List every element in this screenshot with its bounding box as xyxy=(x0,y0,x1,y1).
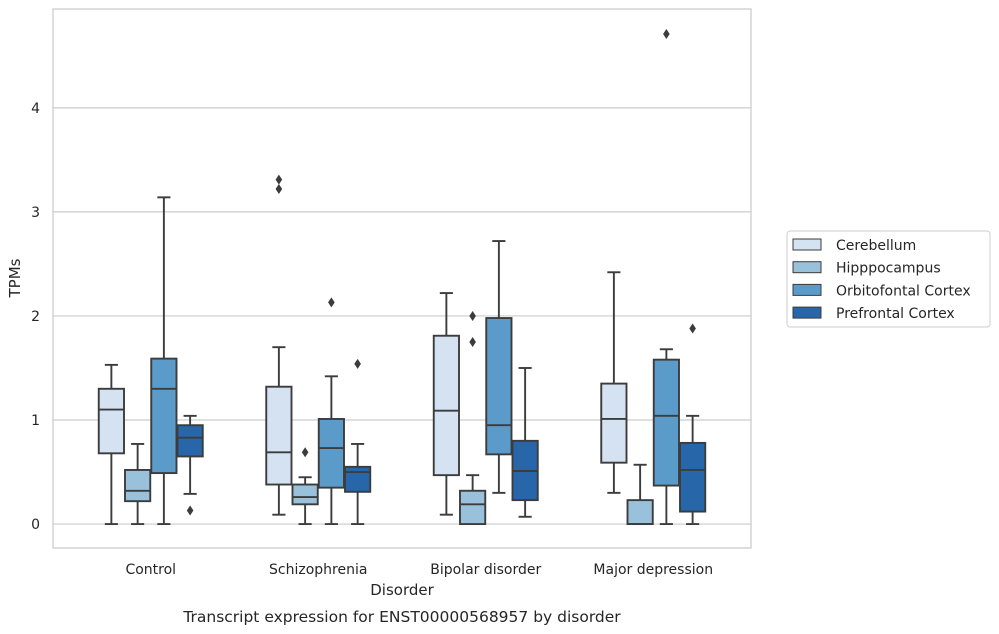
y-tick-label: 3 xyxy=(31,205,40,221)
legend-swatch xyxy=(792,306,822,319)
box-iqr xyxy=(150,357,178,475)
box-iqr xyxy=(600,382,628,464)
box-iqr xyxy=(626,499,654,526)
y-axis-title: TPMs xyxy=(6,258,24,298)
box-iqr xyxy=(432,334,460,477)
box-iqr xyxy=(291,483,319,506)
x-tick-label: Bipolar disorder xyxy=(430,562,541,578)
legend-items: Cerebellum Hipppocampus Orbitofontal Corte… xyxy=(792,238,971,322)
outlier-point xyxy=(689,323,696,334)
chart-caption: Transcript expression for ENST0000056895… xyxy=(182,608,621,626)
series-3 xyxy=(176,323,707,526)
y-tick-label: 4 xyxy=(31,101,40,117)
legend-swatch xyxy=(792,261,822,274)
outlier-point xyxy=(275,184,283,195)
x-tick-label: Major depression xyxy=(593,562,713,578)
x-tick-label: Schizophrenia xyxy=(269,562,367,578)
box-iqr xyxy=(317,418,345,489)
outlier-point xyxy=(328,297,335,308)
x-tick-label: Control xyxy=(125,562,176,578)
y-axis-ticks: 0 1 2 3 4 xyxy=(31,101,40,533)
box-iqr xyxy=(459,489,487,526)
legend-swatch xyxy=(792,238,822,251)
box-series xyxy=(97,28,707,526)
legend-label: Cerebellum xyxy=(836,238,916,254)
y-tick-label: 0 xyxy=(31,517,40,533)
y-tick-label: 1 xyxy=(31,413,40,429)
series-2 xyxy=(150,28,680,526)
x-axis-title: Disorder xyxy=(370,581,434,599)
legend-frame xyxy=(786,230,991,328)
box-iqr xyxy=(124,469,152,503)
outlier-point xyxy=(663,28,670,39)
plot-area-frame xyxy=(52,8,752,549)
legend-label: Orbitofontal Cortex xyxy=(836,283,971,299)
series-1 xyxy=(124,310,654,526)
legend-swatch xyxy=(792,283,822,296)
box-iqr xyxy=(679,441,707,513)
box-iqr xyxy=(97,387,125,455)
box-iqr xyxy=(344,465,372,493)
outlier-point xyxy=(469,310,476,321)
outlier-point xyxy=(354,358,361,369)
box-iqr xyxy=(176,424,204,458)
box-iqr xyxy=(652,358,680,487)
legend: Cerebellum Hipppocampus Orbitofontal Corte… xyxy=(786,230,991,328)
outlier-point xyxy=(275,174,283,185)
outlier-point xyxy=(301,447,309,458)
outlier-point xyxy=(469,336,476,347)
box-iqr xyxy=(265,385,293,486)
box-iqr xyxy=(485,317,513,456)
legend-label: Hipppocampus xyxy=(836,261,941,277)
series-0 xyxy=(97,174,628,526)
y-tick-label: 2 xyxy=(31,309,40,325)
x-axis-ticks: Control Schizophrenia Bipolar disorder Majo… xyxy=(125,562,713,578)
legend-label: Prefrontal Cortex xyxy=(836,306,955,322)
outlier-point xyxy=(186,505,194,516)
